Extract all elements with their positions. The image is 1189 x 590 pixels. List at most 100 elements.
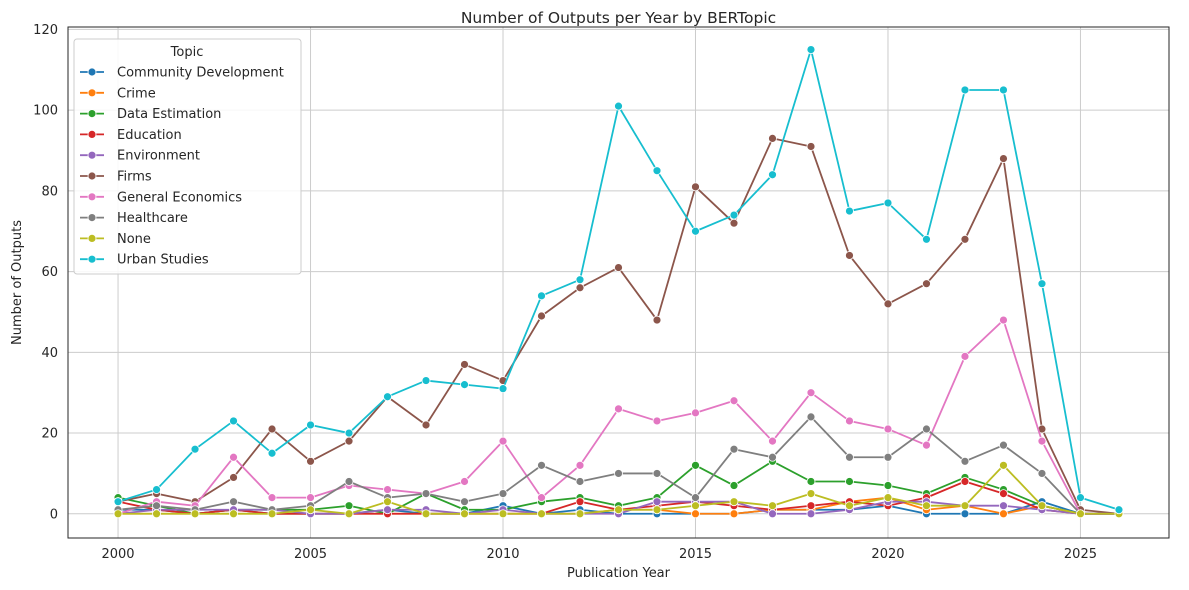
legend-label: Urban Studies — [117, 253, 209, 268]
data-point — [922, 501, 931, 511]
data-point — [537, 291, 546, 301]
series — [113, 45, 1124, 519]
legend-label: Firms — [117, 170, 152, 185]
data-point — [729, 210, 739, 220]
data-point — [768, 501, 777, 511]
legend-title: Topic — [170, 45, 204, 60]
x-tick-label: 2000 — [101, 547, 134, 562]
data-point — [614, 469, 623, 478]
data-point — [421, 489, 431, 499]
data-point — [960, 456, 970, 466]
data-point — [421, 420, 431, 430]
legend-item: Data Estimation — [80, 107, 221, 122]
data-point — [575, 283, 585, 293]
data-point — [691, 226, 700, 236]
data-point — [113, 497, 123, 507]
data-point — [1076, 493, 1085, 503]
data-point — [691, 460, 700, 470]
x-tick-label: 2025 — [1064, 547, 1097, 562]
legend-label: None — [117, 232, 151, 247]
data-point — [999, 85, 1008, 95]
data-point — [845, 501, 854, 511]
data-point — [344, 501, 354, 511]
legend-item: Urban Studies — [80, 253, 209, 268]
data-point — [883, 481, 893, 490]
data-point — [229, 509, 238, 519]
data-point — [691, 408, 700, 418]
data-point — [460, 477, 469, 486]
data-point — [152, 485, 161, 494]
data-point — [537, 509, 546, 519]
legend-label: General Economics — [117, 190, 242, 205]
data-point — [691, 493, 700, 503]
data-point — [575, 275, 585, 285]
data-point — [306, 420, 315, 430]
data-point — [999, 509, 1008, 519]
data-point — [460, 497, 469, 507]
legend-item: Healthcare — [80, 211, 188, 226]
data-point — [537, 311, 546, 321]
data-point — [344, 477, 354, 486]
data-point — [999, 315, 1008, 325]
legend-swatch-marker — [87, 109, 97, 118]
data-point — [537, 460, 546, 470]
legend-swatch-marker — [87, 192, 97, 202]
data-point — [113, 509, 123, 519]
data-point — [768, 170, 777, 180]
data-point — [729, 497, 739, 507]
legend-swatch-marker — [87, 150, 97, 160]
legend-item: Community Development — [80, 66, 284, 81]
data-point — [267, 509, 277, 519]
legend-box — [73, 38, 302, 275]
data-point — [729, 396, 739, 406]
legend-swatch-marker — [87, 88, 97, 98]
data-point — [383, 392, 392, 402]
data-point — [460, 360, 469, 369]
data-point — [960, 501, 970, 511]
data-point — [575, 477, 585, 486]
data-point — [768, 436, 777, 446]
legend-item: Environment — [80, 149, 200, 164]
y-tick-label: 40 — [41, 346, 58, 361]
data-point — [190, 444, 200, 454]
series-firms — [113, 133, 1124, 519]
legend-label: Environment — [117, 149, 200, 164]
data-point — [306, 456, 315, 466]
series-urban-studies — [113, 45, 1124, 515]
legend-label: Healthcare — [117, 211, 188, 226]
legend-item: Education — [80, 128, 182, 143]
data-point — [575, 460, 585, 470]
data-point — [999, 501, 1008, 511]
data-point — [229, 497, 238, 507]
data-point — [498, 489, 508, 499]
data-point — [845, 452, 854, 462]
data-point — [883, 452, 893, 462]
data-point — [691, 509, 700, 519]
data-point — [960, 234, 970, 244]
data-point — [229, 473, 238, 482]
data-point — [729, 509, 739, 519]
data-point — [691, 501, 700, 511]
data-point — [806, 142, 816, 151]
data-point — [922, 440, 931, 450]
data-point — [960, 477, 970, 486]
chart-title: Number of Outputs per Year by BERTopic — [461, 9, 776, 27]
data-point — [960, 509, 970, 519]
data-point — [922, 279, 931, 289]
data-point — [498, 509, 508, 519]
data-point — [960, 351, 970, 361]
data-point — [1037, 469, 1047, 478]
x-tick-label: 2015 — [679, 547, 712, 562]
legend-item: Crime — [80, 86, 156, 101]
data-point — [999, 154, 1008, 163]
data-point — [883, 299, 893, 309]
data-point — [806, 477, 816, 486]
data-point — [652, 505, 662, 515]
x-axis-label: Publication Year — [567, 566, 671, 581]
data-point — [652, 469, 662, 478]
legend-swatch-marker — [87, 171, 97, 181]
data-point — [421, 509, 431, 519]
data-point — [883, 198, 893, 208]
data-point — [267, 424, 277, 434]
